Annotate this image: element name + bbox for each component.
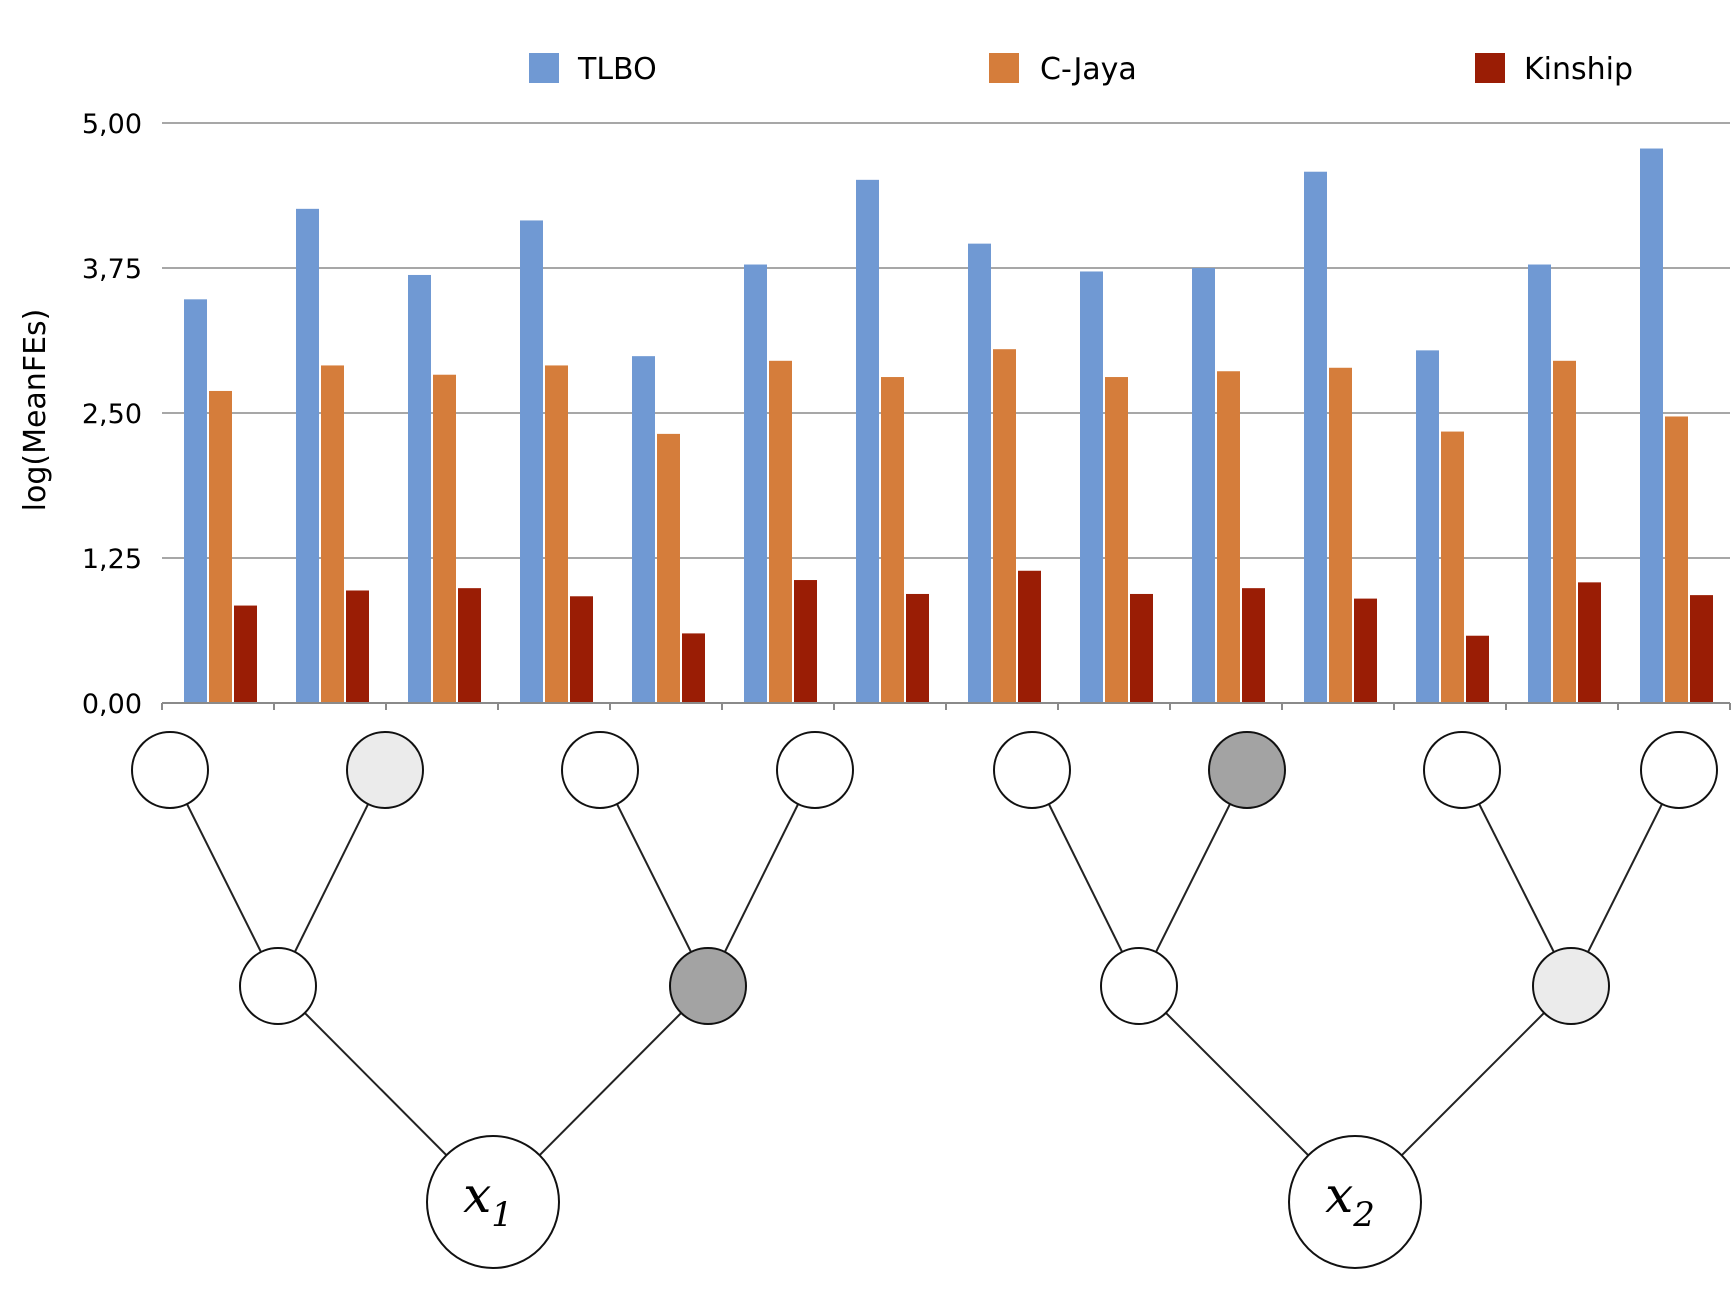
tree-leaf-node (561, 731, 639, 809)
tree-edge (1031, 769, 1140, 987)
bar-c-jaya (209, 390, 232, 703)
y-tick-label: 3,75 (82, 254, 142, 285)
tree-internal-node (669, 947, 747, 1025)
bar-kinship (794, 580, 817, 703)
tree-edge (1138, 769, 1248, 987)
y-tick-label: 2,50 (82, 399, 142, 430)
bar-tlbo (1192, 268, 1215, 703)
tree-edge (169, 769, 279, 987)
bar-tlbo (520, 220, 543, 703)
bar-kinship (1690, 595, 1713, 703)
tree-diagram: x1 x2 (131, 731, 1718, 1269)
bar-tlbo (1304, 171, 1327, 704)
bar-kinship (1354, 598, 1377, 703)
bar-tlbo (1640, 148, 1663, 703)
bar-tlbo (1416, 350, 1439, 703)
legend-swatch-c-jaya (989, 53, 1019, 83)
bar-c-jaya (433, 374, 456, 703)
tree-root-node (1288, 1135, 1422, 1269)
legend-label-kinship: Kinship (1524, 52, 1633, 87)
tree-leaf-node (1208, 731, 1286, 809)
tree-leaf-node (346, 731, 424, 809)
x-axis (161, 702, 1731, 710)
tree-leaf-node (1423, 731, 1501, 809)
bar-kinship (570, 596, 593, 703)
tree-edge (599, 769, 709, 987)
bar-c-jaya (1665, 416, 1688, 703)
root-node-label: x2 (1325, 1166, 1375, 1235)
tree-internal-node (1100, 947, 1178, 1025)
bar-tlbo (856, 179, 879, 704)
bar-c-jaya (1105, 377, 1128, 703)
bar-kinship (906, 593, 929, 703)
legend-label-c-jaya: C-Jaya (1040, 52, 1137, 87)
bar-kinship (458, 588, 481, 703)
bar-kinship (1242, 588, 1265, 703)
y-axis-label: log(MeanFEs) (18, 309, 53, 512)
tree-edge (1570, 769, 1680, 987)
bar-tlbo (968, 243, 991, 703)
y-tick-label: 5,00 (82, 109, 142, 140)
bar-c-jaya (1217, 371, 1240, 703)
bar-tlbo (1080, 271, 1103, 703)
bar-c-jaya (321, 365, 344, 703)
tree-leaf-node (776, 731, 854, 809)
bar-tlbo (296, 208, 319, 703)
bar-c-jaya (1329, 367, 1352, 703)
tree-edge (1461, 769, 1572, 987)
bar-kinship (346, 590, 369, 703)
bar-c-jaya (769, 360, 792, 703)
tree-root-node (426, 1135, 560, 1269)
tree-internal-node (1532, 947, 1610, 1025)
bar-c-jaya (657, 433, 680, 703)
tree-leaf-node (1640, 731, 1718, 809)
legend: TLBO C-Jaya Kinship (529, 52, 1633, 87)
root-node-label: x1 (463, 1166, 513, 1235)
tree-leaf-node (131, 731, 209, 809)
bar-tlbo (632, 356, 655, 703)
bar-tlbo (1528, 264, 1551, 703)
bar-c-jaya (1553, 360, 1576, 703)
tree-edge (707, 769, 816, 987)
bar-c-jaya (993, 349, 1016, 703)
bars (184, 148, 1713, 704)
bar-kinship (1578, 582, 1601, 703)
y-tick-label: 0,00 (82, 689, 142, 720)
y-axis-ticks: 0,00 1,25 2,50 3,75 5,00 (82, 109, 142, 720)
legend-label-tlbo: TLBO (577, 52, 657, 87)
bar-c-jaya (545, 365, 568, 703)
bar-kinship (1018, 570, 1041, 703)
bar-tlbo (184, 299, 207, 703)
tree-internal-node (239, 947, 317, 1025)
bar-tlbo (408, 274, 431, 703)
legend-swatch-tlbo (529, 53, 559, 83)
bar-tlbo (744, 264, 767, 703)
y-tick-label: 1,25 (82, 544, 142, 575)
tree-leaf-node (993, 731, 1071, 809)
gridlines (162, 122, 1730, 559)
bar-c-jaya (881, 377, 904, 703)
tree-edge (277, 769, 386, 987)
bar-kinship (1130, 593, 1153, 703)
bar-kinship (234, 605, 257, 703)
bar-kinship (1466, 635, 1489, 703)
bar-kinship (682, 633, 705, 703)
legend-swatch-kinship (1475, 53, 1505, 83)
bar-c-jaya (1441, 431, 1464, 703)
